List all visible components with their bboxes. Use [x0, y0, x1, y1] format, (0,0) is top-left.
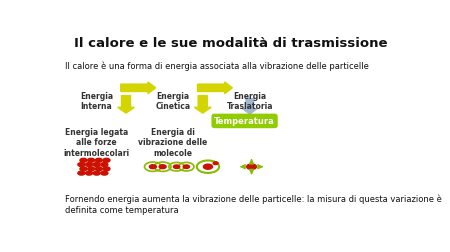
FancyArrow shape — [117, 96, 135, 114]
Circle shape — [86, 163, 93, 167]
Circle shape — [80, 167, 87, 171]
FancyArrow shape — [198, 83, 232, 94]
Text: Energia di
vibrazione delle
molecole: Energia di vibrazione delle molecole — [139, 127, 208, 157]
Text: Temperatura: Temperatura — [214, 117, 275, 126]
Circle shape — [80, 159, 87, 163]
Circle shape — [173, 165, 180, 169]
Circle shape — [95, 167, 102, 171]
Text: Energia legata
alle forze
intermolecolari: Energia legata alle forze intermolecolar… — [63, 127, 130, 157]
FancyArrow shape — [243, 99, 257, 115]
Circle shape — [88, 167, 94, 171]
Circle shape — [95, 159, 102, 163]
Text: Fornendo energia aumenta la vibrazione delle particelle: la misura di questa var: Fornendo energia aumenta la vibrazione d… — [65, 193, 442, 214]
Circle shape — [183, 165, 189, 169]
Circle shape — [159, 165, 166, 169]
Circle shape — [101, 172, 108, 175]
Circle shape — [203, 165, 212, 170]
Text: Il calore è una forma di energia associata alla vibrazione delle particelle: Il calore è una forma di energia associa… — [65, 61, 369, 71]
Circle shape — [103, 167, 110, 171]
Circle shape — [247, 164, 256, 170]
Circle shape — [88, 159, 94, 163]
Circle shape — [93, 172, 100, 175]
Circle shape — [149, 165, 156, 169]
Circle shape — [103, 159, 110, 163]
Circle shape — [78, 163, 85, 167]
FancyArrow shape — [121, 83, 156, 94]
Circle shape — [101, 163, 108, 167]
Circle shape — [93, 163, 100, 167]
Circle shape — [86, 172, 93, 175]
Text: Energia
Interna: Energia Interna — [80, 91, 113, 111]
Text: Il calore e le sue modalità di trasmissione: Il calore e le sue modalità di trasmissi… — [74, 37, 387, 50]
Circle shape — [213, 162, 218, 165]
FancyArrow shape — [194, 96, 211, 114]
Circle shape — [78, 172, 85, 175]
Text: Energia
Cinetica: Energia Cinetica — [156, 91, 191, 111]
Text: Energia
Traslatoria: Energia Traslatoria — [226, 91, 273, 111]
